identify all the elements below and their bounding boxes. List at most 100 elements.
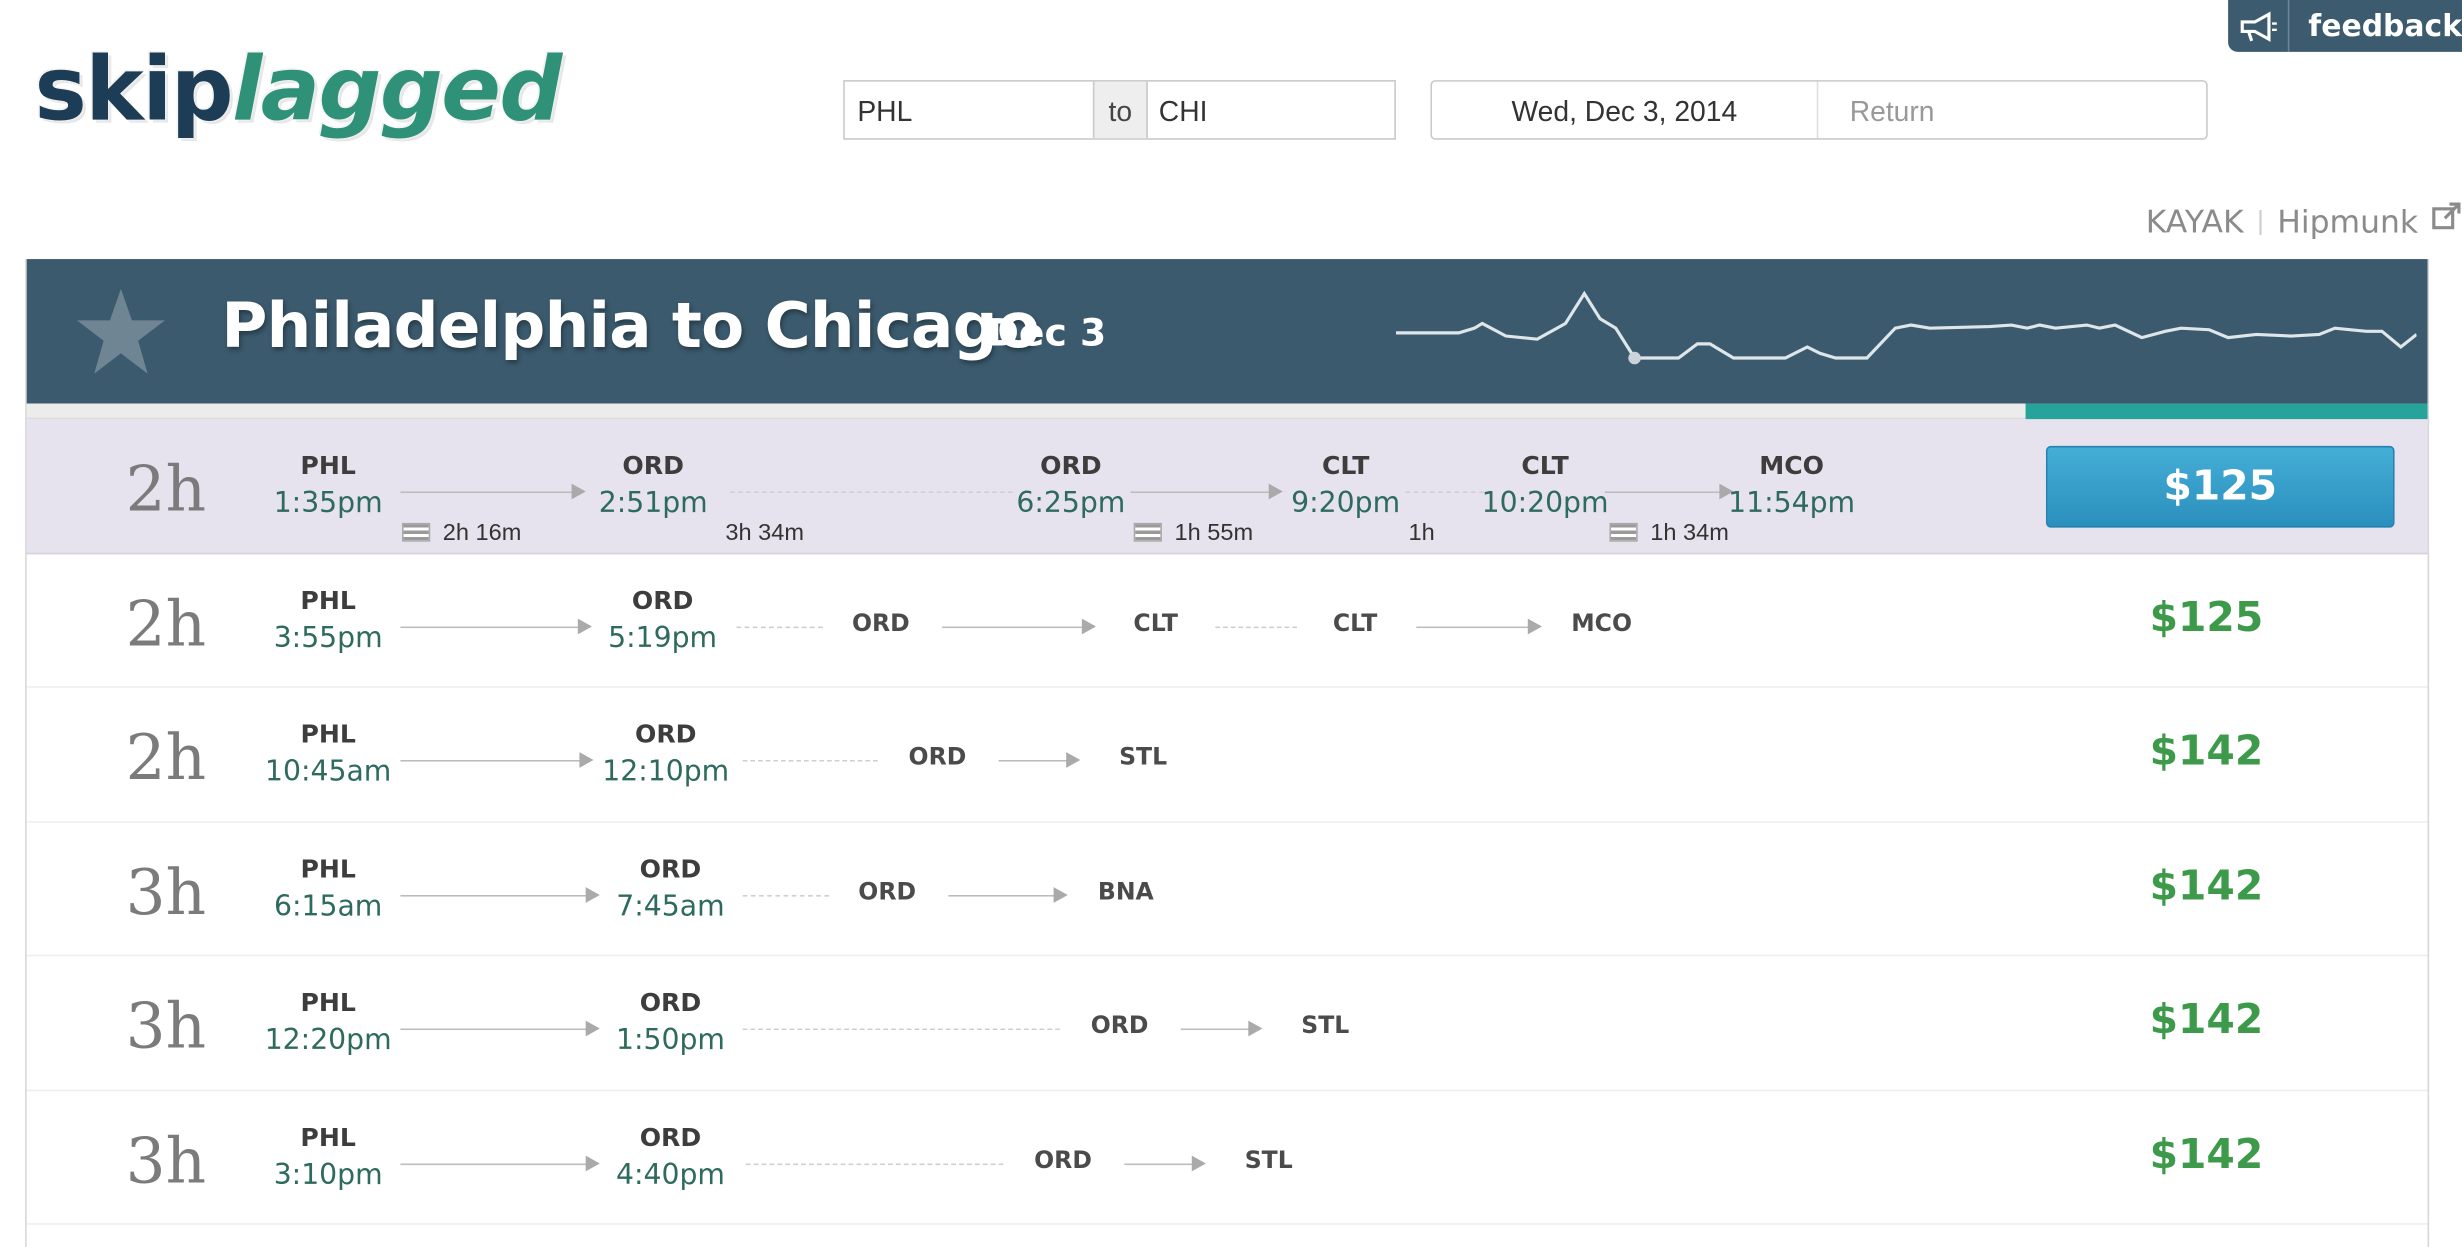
flight-row[interactable]: 3h PHL 12:20pm ORD 1:50pm ORD STL $142 <box>26 956 2428 1091</box>
skiplagged-logo[interactable]: skiplagged <box>35 46 563 135</box>
origin-stop: PHL 3:55pm <box>274 585 383 654</box>
flight-segment-arrow <box>400 752 594 768</box>
flight-segment-arrow <box>1604 483 1734 500</box>
layover-duration: 3h 34m <box>725 519 805 547</box>
flight-segment-arrow <box>400 617 592 634</box>
flight-segment-arrow <box>400 1154 600 1171</box>
flight-segment-arrow <box>400 1020 600 1037</box>
airport-code: PHL <box>300 584 356 615</box>
arrival-time: 4:40pm <box>615 1158 725 1191</box>
continuation-airport: STL <box>1119 742 1168 771</box>
continuation-airport: ORD <box>1034 1145 1092 1174</box>
airport-code: ORD <box>631 584 694 615</box>
continuation-airport: STL <box>1244 1145 1293 1174</box>
continuation-airport: MCO <box>1571 608 1632 637</box>
arrival-time: 2:51pm <box>598 486 708 520</box>
airport-code: MCO <box>1759 450 1824 481</box>
final-stop: MCO 11:54pm <box>1728 451 1855 520</box>
airport-code: PHL <box>300 1121 356 1152</box>
link-divider: | <box>2256 205 2265 236</box>
arrival-time: 5:19pm <box>608 621 718 654</box>
arrival-time: 12:10pm <box>602 755 730 789</box>
airport-code: PHL <box>300 853 356 884</box>
layover-line <box>742 1028 1060 1031</box>
flight-duration: 3h <box>125 990 207 1064</box>
leg-duration: 1h 34m <box>1609 519 1729 547</box>
flight-price[interactable]: $125 <box>2149 594 2264 642</box>
stop-time: 9:20pm <box>1291 486 1401 520</box>
layover-line <box>745 1162 1004 1165</box>
airport-code: ORD <box>639 853 702 884</box>
destination-stop: ORD 12:10pm <box>602 719 729 788</box>
continuation-arrow <box>942 617 1096 634</box>
origin-input[interactable]: PHL <box>857 95 913 128</box>
feedback-button[interactable]: feedback <box>2228 0 2462 52</box>
departure-time: 3:10pm <box>273 1158 383 1191</box>
leg-duration-text: 1h 34m <box>1650 519 1729 547</box>
origin-stop: PHL 12:20pm <box>265 988 392 1057</box>
continuation-airport: ORD <box>1090 1011 1149 1040</box>
leg-duration: 1h 55m <box>1133 520 1253 546</box>
flight-segment-arrow <box>400 483 586 500</box>
stop-time: 11:54pm <box>1728 486 1856 520</box>
continuation-airport: STL <box>1301 1011 1350 1040</box>
departure-time: 3:55pm <box>273 621 383 654</box>
logo-part-lagged: lagged <box>232 39 562 142</box>
airport-code: ORD <box>639 1121 702 1152</box>
destination-stop: ORD 4:40pm <box>616 1122 725 1191</box>
arrival-time: 7:45am <box>616 889 725 923</box>
flight-duration: 3h <box>125 856 207 929</box>
layover-line <box>742 894 830 896</box>
airport-code: ORD <box>1040 450 1102 481</box>
external-link-icon[interactable] <box>2431 201 2462 240</box>
flight-row[interactable]: 2h PHL 3:55pm ORD 5:19pm ORD CLT CLT MCO… <box>26 553 2428 688</box>
destination-input[interactable]: CHI <box>1158 95 1208 128</box>
flight-price[interactable]: $142 <box>2149 728 2264 776</box>
flight-row[interactable]: 3h PHL 6:15am ORD 7:45am ORD BNA $142 <box>26 822 2428 957</box>
origin-stop: PHL 3:10pm <box>274 1122 383 1191</box>
layover-line <box>730 491 1013 494</box>
logo-part-skip: skip <box>34 39 234 142</box>
continuation-arrow <box>1124 1154 1206 1171</box>
flight-duration: 2h <box>125 453 207 527</box>
route-search: PHL to CHI <box>843 80 1396 140</box>
continuation-arrow <box>948 886 1068 903</box>
results-progress-bar <box>26 403 2428 420</box>
flight-duration: 2h <box>125 722 207 795</box>
select-flight-button[interactable]: $125 <box>2045 445 2395 528</box>
price-sparkline[interactable] <box>1395 284 2417 378</box>
leg-duration: 2h 16m <box>401 520 521 546</box>
layover-line <box>736 625 823 628</box>
flight-price[interactable]: $142 <box>2149 997 2264 1045</box>
stop-time: 10:20pm <box>1481 486 1609 520</box>
return-date-input[interactable]: Return <box>1849 95 1935 128</box>
hipmunk-link[interactable]: Hipmunk <box>2277 201 2419 240</box>
destination-stop: ORD 7:45am <box>616 853 724 922</box>
continuation-arrow <box>998 752 1081 768</box>
route-separator: to <box>1092 81 1148 139</box>
departure-time: 10:45am <box>265 755 392 789</box>
layover-duration: 1h <box>1408 519 1435 547</box>
flight-row[interactable]: 3h PHL 3:10pm ORD 4:40pm ORD STL $142 <box>26 1091 2428 1225</box>
route-banner: Philadelphia to Chicago Dec 3 <box>26 259 2428 404</box>
airport-code: ORD <box>622 450 684 481</box>
flight-row[interactable]: 2h PHL 1:35pm 2h 16m ORD 2:51pm 3h 34m O… <box>26 419 2428 554</box>
departure-time: 6:15am <box>273 889 383 923</box>
continuation-airport: ORD <box>852 608 910 637</box>
results-panel: Philadelphia to Chicago Dec 3 2h PHL 1:3… <box>25 259 2430 1247</box>
destination-stop: ORD 2:51pm <box>599 451 708 520</box>
layover-line <box>1215 625 1297 628</box>
depart-date-input[interactable]: Wed, Dec 3, 2014 <box>1432 81 1819 139</box>
star-icon[interactable] <box>74 286 168 383</box>
progress-fill <box>2025 403 2428 420</box>
route-title: Philadelphia to Chicago <box>221 290 1040 363</box>
airport-code: ORD <box>639 987 702 1018</box>
airport-code: PHL <box>300 719 356 749</box>
origin-stop: PHL 1:35pm <box>274 451 383 520</box>
kayak-link[interactable]: KAYAK <box>2145 201 2244 240</box>
flight-price[interactable]: $142 <box>2149 862 2264 910</box>
airport-code: PHL <box>300 987 356 1018</box>
flight-row[interactable]: 2h PHL 10:45am ORD 12:10pm ORD STL $142 <box>26 688 2428 822</box>
flight-price[interactable]: $142 <box>2149 1131 2264 1179</box>
